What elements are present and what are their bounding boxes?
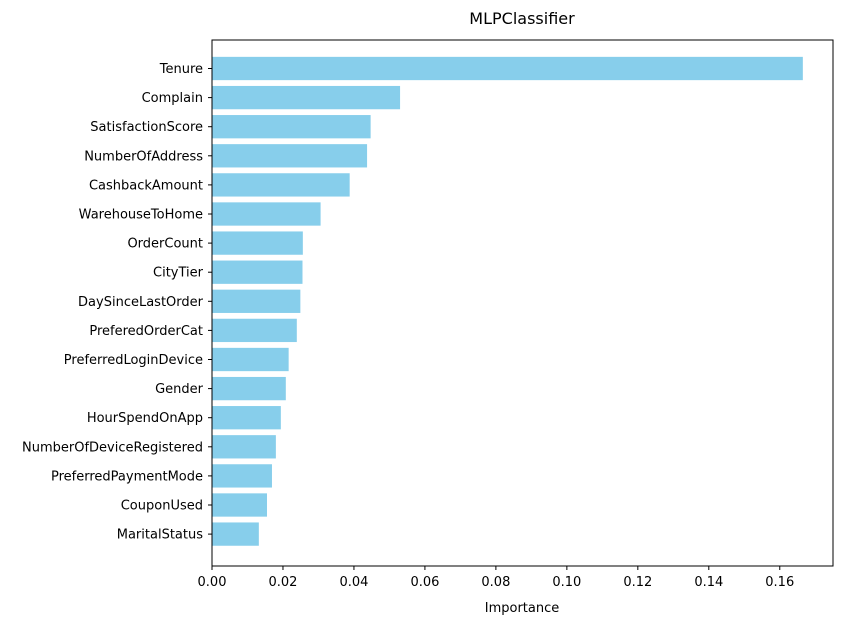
x-tick-label: 0.02 (268, 575, 297, 590)
bar-CityTier (212, 260, 303, 284)
y-tick-label: Complain (142, 91, 203, 106)
y-tick-label: SatisfactionScore (90, 120, 203, 135)
bar-PreferedOrderCat (212, 318, 297, 343)
x-tick-label: 0.10 (552, 575, 581, 590)
x-tick-labels: 0.00 0.02 0.04 0.06 0.08 0.10 0.12 0.14 0.16 (198, 566, 794, 590)
bar-DaySinceLastOrder (212, 289, 301, 313)
y-tick-label: HourSpendOnApp (87, 411, 203, 426)
y-tick-label: PreferredLoginDevice (64, 353, 203, 368)
bar-Gender (212, 376, 286, 401)
bar-PreferredLoginDevice (212, 347, 289, 372)
bar-WarehouseToHome (212, 202, 321, 226)
chart-title: MLPClassifier (469, 9, 575, 28)
bar-HourSpendOnApp (212, 406, 281, 430)
x-tick-label: 0.04 (339, 575, 368, 590)
y-tick-label: DaySinceLastOrder (78, 295, 204, 310)
bar-MaritalStatus (212, 522, 259, 546)
x-tick-label: 0.06 (410, 575, 439, 590)
y-tick-label: WarehouseToHome (79, 208, 203, 223)
y-tick-label: PreferedOrderCat (89, 324, 203, 339)
bar-Complain (212, 85, 401, 110)
bar-SatisfactionScore (212, 115, 371, 139)
bars (212, 56, 803, 546)
y-tick-label: Tenure (159, 62, 203, 77)
bar-CouponUsed (212, 493, 267, 517)
bar-Tenure (212, 56, 803, 81)
x-tick-label: 0.08 (481, 575, 510, 590)
bar-CashbackAmount (212, 173, 350, 197)
y-tick-label: NumberOfAddress (84, 149, 203, 164)
y-tick-label: CashbackAmount (89, 178, 203, 193)
bar-OrderCount (212, 231, 303, 255)
y-tick-label: NumberOfDeviceRegistered (22, 440, 203, 455)
bar-NumberOfAddress (212, 144, 368, 168)
y-tick-label: PreferredPaymentMode (51, 469, 203, 484)
x-tick-label: 0.00 (198, 575, 227, 590)
x-axis-label: Importance (485, 601, 560, 616)
y-tick-label: CouponUsed (121, 499, 203, 514)
y-tick-label: MaritalStatus (117, 528, 203, 543)
bar-NumberOfDeviceRegistered (212, 435, 276, 459)
y-tick-label: CityTier (153, 266, 204, 281)
plot-frame (211, 39, 834, 567)
x-tick-label: 0.14 (694, 575, 723, 590)
x-tick-label: 0.16 (765, 575, 794, 590)
bar-PreferredPaymentMode (212, 464, 272, 488)
y-tick-label: OrderCount (127, 237, 203, 252)
y-tick-label: Gender (155, 382, 204, 397)
x-tick-label: 0.12 (623, 575, 652, 590)
y-tick-labels: Tenure Complain SatisfactionScore NumberOfA… (22, 62, 212, 543)
